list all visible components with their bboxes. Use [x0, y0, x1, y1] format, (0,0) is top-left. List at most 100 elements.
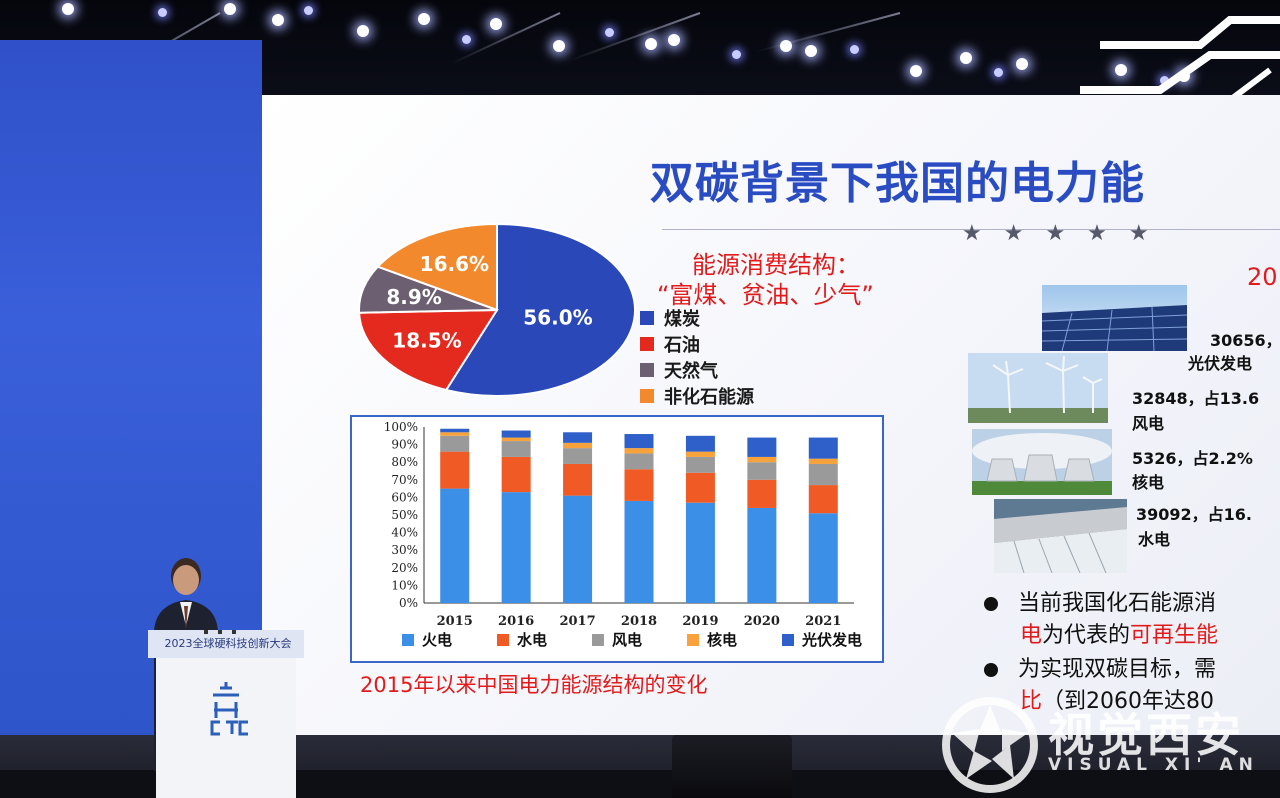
year-heading: 20	[1247, 263, 1278, 291]
stage-monitor-speaker	[672, 735, 792, 798]
stage-light	[304, 6, 313, 15]
legend-swatch	[640, 311, 654, 325]
y-tick-label: 70%	[391, 473, 418, 487]
bar-legend-label: 火电	[422, 631, 452, 649]
pie-label-0: 56.0%	[523, 305, 592, 329]
hydro-label: 水电	[1138, 530, 1171, 549]
nuclear-label: 核电	[1132, 473, 1165, 492]
x-tick-label: 2020	[744, 614, 780, 629]
bar-segment-火电-2019	[685, 502, 715, 603]
bar-legend-label: 风电	[612, 631, 642, 649]
x-tick-label: 2015	[437, 614, 473, 629]
pie-legend-item: 煤炭	[640, 305, 700, 331]
hydro-dam-photo	[994, 499, 1127, 573]
star-row: ★★★★★	[962, 221, 1171, 246]
y-tick-label: 60%	[391, 490, 418, 504]
title-divider	[662, 229, 1280, 230]
pie-legend-item: 非化石能源	[640, 383, 754, 409]
pie-label-2: 8.9%	[386, 285, 441, 309]
bar-legend-swatch	[402, 634, 414, 646]
consumption-subheading: “富煤、贫油、少气”	[657, 281, 874, 309]
stage-light	[805, 45, 817, 57]
legend-swatch	[640, 363, 654, 377]
bar-segment-光伏发电-2020	[747, 437, 777, 457]
bar-segment-核电-2017	[563, 442, 593, 449]
stage-light	[960, 52, 972, 64]
x-tick-label: 2016	[498, 614, 534, 629]
bar-segment-火电-2017	[563, 495, 593, 603]
bar-segment-火电-2018	[624, 500, 654, 603]
power-structure-bar-chart: 0% 10% 20% 30% 40% 50% 60% 70% 80% 90% 100% 2015 201…	[350, 415, 884, 663]
bar-segment-风电-2016	[501, 441, 531, 457]
slide-title: 双碳背景下我国的电力能	[650, 158, 1145, 209]
bar-legend-label: 水电	[517, 631, 547, 649]
bullet-dot	[984, 663, 998, 677]
left-led-wall	[0, 40, 262, 740]
wind-turbine-photo	[968, 353, 1108, 423]
bar-segment-核电-2016	[501, 437, 531, 442]
x-tick-label: 2019	[682, 614, 718, 629]
bar-segment-光伏发电-2015	[440, 428, 470, 433]
stage-truss	[1080, 16, 1280, 100]
bar-chart-caption: 2015年以来中国电力能源结构的变化	[360, 673, 708, 697]
bar-segment-水电-2019	[685, 472, 715, 503]
legend-label: 石油	[664, 335, 700, 356]
pie-label-1: 18.5%	[392, 329, 461, 353]
visual-xian-watermark: 视觉西安 VISUAL XI' AN	[940, 693, 1280, 798]
legend-label: 天然气	[664, 361, 718, 382]
stage-light	[553, 40, 565, 52]
stage-light	[490, 18, 502, 30]
bar-segment-水电-2021	[808, 485, 838, 514]
bar-segment-风电-2021	[808, 463, 838, 486]
bar-segment-核电-2015	[440, 432, 470, 436]
y-tick-label: 40%	[391, 526, 418, 540]
stage-light	[645, 38, 657, 50]
bar-segment-光伏发电-2016	[501, 430, 531, 438]
stage-light	[462, 35, 471, 44]
stage-light	[732, 50, 741, 59]
stage-light	[62, 3, 74, 15]
bar-segment-光伏发电-2019	[685, 435, 715, 452]
bar-legend-swatch	[497, 634, 509, 646]
wind-value: 32848，占13.6	[1132, 389, 1260, 408]
stage-light	[418, 13, 430, 25]
bar-segment-水电-2015	[440, 451, 470, 489]
y-tick-label: 80%	[391, 455, 418, 469]
bar-segment-水电-2016	[501, 456, 531, 493]
solar-panel-photo	[1042, 285, 1187, 351]
stage-light	[1016, 58, 1028, 70]
bar-segment-水电-2018	[624, 469, 654, 501]
bar-segment-风电-2018	[624, 453, 654, 470]
bar-segment-风电-2017	[563, 448, 593, 464]
stage-light	[850, 45, 859, 54]
stage-light	[224, 3, 236, 15]
bar-segment-核电-2021	[808, 458, 838, 464]
y-tick-label: 0%	[399, 596, 418, 610]
stacked-bar-plot: 0% 10% 20% 30% 40% 50% 60% 70% 80% 90% 100% 2015 201…	[384, 420, 862, 649]
bullet-2: 为实现双碳目标，需	[984, 651, 1216, 683]
aperture-logo-icon	[942, 697, 1038, 793]
y-tick-label: 100%	[384, 420, 418, 434]
bar-segment-核电-2020	[747, 456, 777, 463]
stage-light	[605, 28, 614, 37]
y-tick-label: 20%	[391, 561, 418, 575]
y-tick-label: 30%	[391, 543, 418, 557]
bar-legend-label: 光伏发电	[801, 631, 862, 649]
nuclear-value: 5326，占2.2%	[1132, 449, 1253, 468]
wind-label: 风电	[1132, 414, 1165, 433]
bullet-2-line2: 比（到2060年达80	[1020, 689, 1214, 714]
bar-legend-swatch	[687, 634, 699, 646]
energy-consumption-pie-chart: 56.0% 18.5% 8.9% 16.6%	[358, 222, 636, 397]
nuclear-plant-photo	[972, 429, 1112, 495]
x-tick-label: 2018	[621, 614, 657, 629]
bar-segment-风电-2015	[440, 435, 470, 452]
x-tick-label: 2021	[805, 614, 841, 629]
bar-legend-swatch	[782, 634, 794, 646]
bar-segment-核电-2018	[624, 448, 654, 454]
projection-screen: 双碳背景下我国的电力能 ★★★★★ 能源消费结构： “富煤、贫油、少气” 20 …	[262, 95, 1280, 735]
stage-light	[994, 68, 1003, 77]
y-tick-label: 90%	[391, 438, 418, 452]
consumption-heading: 能源消费结构：	[692, 251, 860, 279]
stage-light	[357, 25, 369, 37]
watermark-chinese-text: 视觉西安	[1048, 708, 1244, 762]
